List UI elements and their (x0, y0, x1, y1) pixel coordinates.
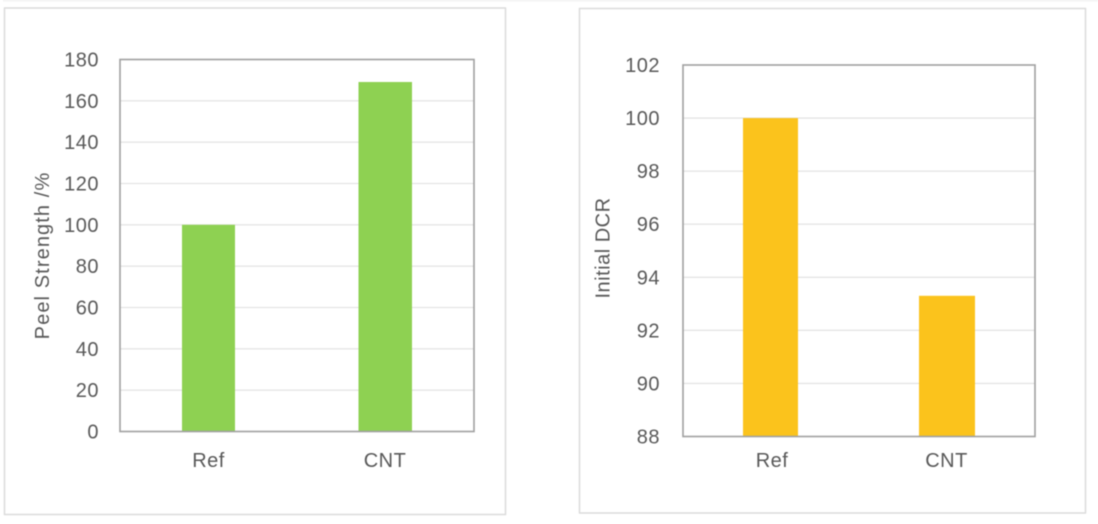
svg-text:100: 100 (64, 215, 99, 237)
svg-text:88: 88 (637, 427, 660, 449)
svg-text:40: 40 (76, 339, 99, 361)
svg-text:120: 120 (64, 174, 99, 196)
svg-text:Initial DCR: Initial DCR (593, 197, 615, 298)
svg-text:180: 180 (64, 50, 99, 72)
svg-text:100: 100 (625, 108, 660, 130)
svg-text:20: 20 (76, 380, 99, 402)
svg-text:CNT: CNT (925, 450, 968, 472)
svg-text:CNT: CNT (364, 450, 407, 472)
svg-text:160: 160 (64, 91, 99, 113)
svg-text:0: 0 (87, 422, 99, 444)
svg-text:Peel Strength /%: Peel Strength /% (32, 172, 54, 340)
svg-text:92: 92 (637, 320, 660, 342)
svg-text:140: 140 (64, 132, 99, 154)
svg-text:102: 102 (625, 55, 660, 77)
svg-text:90: 90 (637, 373, 660, 395)
svg-text:Ref: Ref (756, 450, 789, 472)
svg-text:80: 80 (76, 256, 99, 278)
svg-text:96: 96 (637, 214, 660, 236)
svg-text:98: 98 (637, 161, 660, 183)
svg-text:94: 94 (637, 267, 660, 289)
svg-text:60: 60 (76, 298, 99, 320)
svg-text:Ref: Ref (192, 450, 225, 472)
